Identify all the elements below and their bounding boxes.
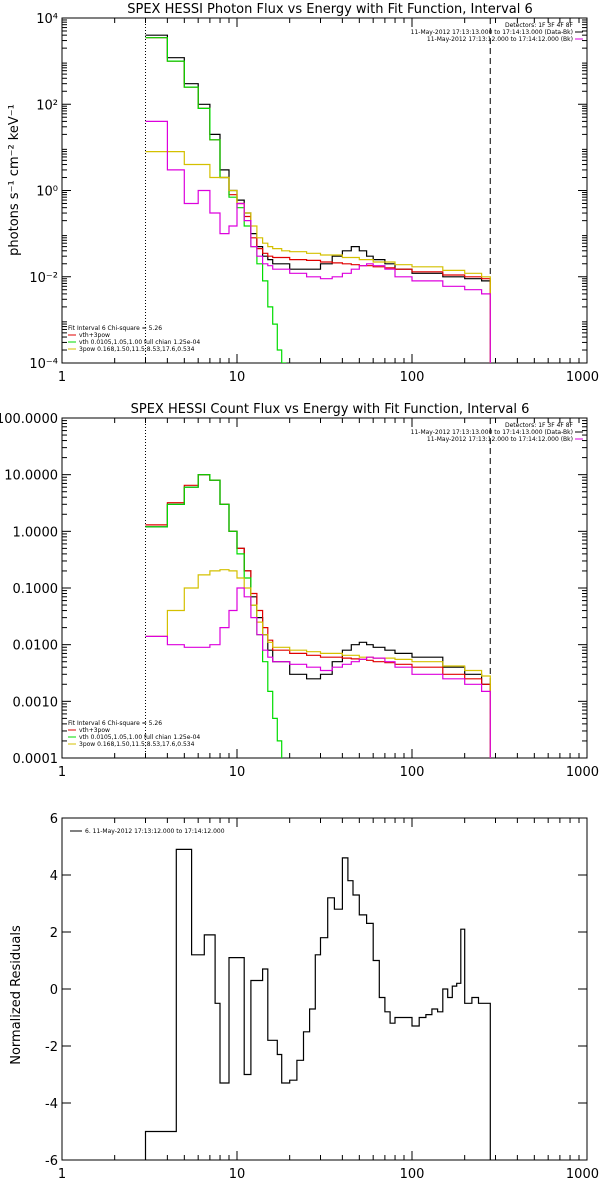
photon-series-group bbox=[145, 34, 491, 363]
count-series-0 bbox=[145, 474, 491, 758]
count-title: SPEX HESSI Count Flux vs Energy with Fit… bbox=[131, 402, 530, 417]
resid-series-group bbox=[144, 848, 491, 1160]
resid-plot-frame bbox=[61, 817, 588, 1161]
photon-ytick-label: 10² bbox=[36, 98, 58, 113]
photon-legend-right-item: 11-May-2012 17:13:12.000 to 17:14:12.000… bbox=[427, 36, 573, 43]
photon-legend-left-item: 3pow 0.168,1.50,11.5,8.53,17.6,0.534 bbox=[79, 346, 195, 353]
resid-xtick-label: 100 bbox=[400, 1167, 425, 1182]
photon-xtick-label: 1 bbox=[58, 370, 66, 385]
resid-ytick-label: -4 bbox=[45, 1097, 58, 1112]
count-xtick-label: 1000 bbox=[566, 765, 599, 780]
count-legend-left-item: 3pow 0.168,1.50,11.5,8.53,17.6,0.534 bbox=[79, 741, 195, 748]
count-ytick-label: 100.0000 bbox=[0, 412, 58, 427]
photon-xtick-label: 10 bbox=[229, 370, 246, 385]
count-flux-panel: 1 10 100 1000 0.0001 0.0010 0.0100 0.1000 1.0000… bbox=[0, 412, 599, 780]
resid-ytick-label: 6 bbox=[50, 812, 58, 827]
count-ytick-label: 10.0000 bbox=[4, 469, 58, 484]
count-legend-right-item: 11-May-2012 17:13:13.000 to 17:14:13.000… bbox=[411, 429, 573, 436]
photon-ytick-label: 10⁻⁴ bbox=[29, 357, 58, 372]
resid-ytick-label: 4 bbox=[50, 869, 58, 884]
count-ytick-label: 0.0010 bbox=[13, 695, 59, 710]
photon-plot-frame bbox=[61, 17, 588, 364]
photon-title: SPEX HESSI Photon Flux vs Energy with Fi… bbox=[127, 2, 533, 17]
count-ytick-label: 0.0001 bbox=[13, 752, 59, 767]
resid-xtick-label: 1 bbox=[58, 1167, 66, 1182]
photon-series-1 bbox=[145, 37, 491, 363]
photon-ytick-label: 10⁴ bbox=[36, 12, 58, 27]
resid-xtick-label: 10 bbox=[229, 1167, 246, 1182]
photon-legend-right-item: 11-May-2012 17:13:13.000 to 17:14:13.000… bbox=[411, 29, 573, 36]
photon-legend-left-item: vth 0.0105,1.05,1.00 full chian 1.25e-04 bbox=[79, 339, 200, 346]
count-xtick-label: 1 bbox=[58, 765, 66, 780]
photon-series-3 bbox=[145, 151, 491, 363]
residual-ylabel: Normalized Residuals bbox=[9, 925, 24, 1065]
count-series-3 bbox=[145, 569, 491, 758]
count-ytick-label: 0.0100 bbox=[13, 639, 59, 654]
photon-series-4 bbox=[145, 120, 491, 363]
photon-series-2 bbox=[145, 37, 287, 363]
count-series-4 bbox=[145, 587, 491, 758]
photon-flux-panel: 1 10 100 1000 10⁻⁴ 10⁻² 10⁰ 10² 10⁴ Detectors: 1F… bbox=[29, 12, 599, 385]
residuals-panel: 1 10 100 1000 -6 -4 -2 0 2 4 6 6. 11-May-2012 17:13… bbox=[45, 812, 599, 1182]
photon-xtick-label: 1000 bbox=[566, 370, 599, 385]
photon-ytick-label: 10⁰ bbox=[36, 185, 58, 200]
count-series-group bbox=[145, 474, 491, 758]
photon-legend-left-item: vth+3pow bbox=[79, 332, 110, 339]
count-xtick-label: 10 bbox=[229, 765, 246, 780]
count-legend-right-item: 11-May-2012 17:13:12.000 to 17:14:12.000… bbox=[427, 436, 573, 443]
resid-legend-label: 6. 11-May-2012 17:13:12.000 to 17:14:12.… bbox=[85, 828, 225, 835]
resid-ytick-label: -6 bbox=[45, 1154, 58, 1169]
photon-xtick-label: 100 bbox=[400, 370, 425, 385]
count-legend-left-item: Fit Interval 6 Chi-square = 5.26 bbox=[68, 720, 162, 727]
resid-ytick-label: 0 bbox=[50, 983, 58, 998]
count-plot-frame bbox=[61, 417, 588, 759]
photon-ytick-label: 10⁻² bbox=[29, 271, 58, 286]
count-legend-left-item: vth+3pow bbox=[79, 727, 110, 734]
resid-xtick-label: 1000 bbox=[566, 1167, 599, 1182]
count-legend-left-item: vth 0.0105,1.05,1.00 full chian 1.25e-04 bbox=[79, 734, 200, 741]
resid-ytick-label: 2 bbox=[50, 926, 58, 941]
count-ytick-label: 1.0000 bbox=[13, 525, 59, 540]
resid-ytick-label: -2 bbox=[45, 1040, 58, 1055]
photon-legend-right-item: Detectors: 1F 3F 4F 8F bbox=[505, 22, 574, 29]
count-xtick-label: 100 bbox=[400, 765, 425, 780]
count-series-1 bbox=[145, 474, 491, 758]
photon-series-0 bbox=[145, 34, 491, 363]
photon-legend-left-item: Fit Interval 6 Chi-square = 5.26 bbox=[68, 325, 162, 332]
count-legend-right-item: Detectors: 1F 3F 4F 8F bbox=[505, 422, 574, 429]
count-ytick-label: 0.1000 bbox=[13, 582, 59, 597]
photon-ylabel: photons s⁻¹ cm⁻² keV⁻¹ bbox=[7, 104, 22, 256]
count-series-2 bbox=[145, 474, 283, 758]
resid-series-0 bbox=[144, 848, 491, 1160]
